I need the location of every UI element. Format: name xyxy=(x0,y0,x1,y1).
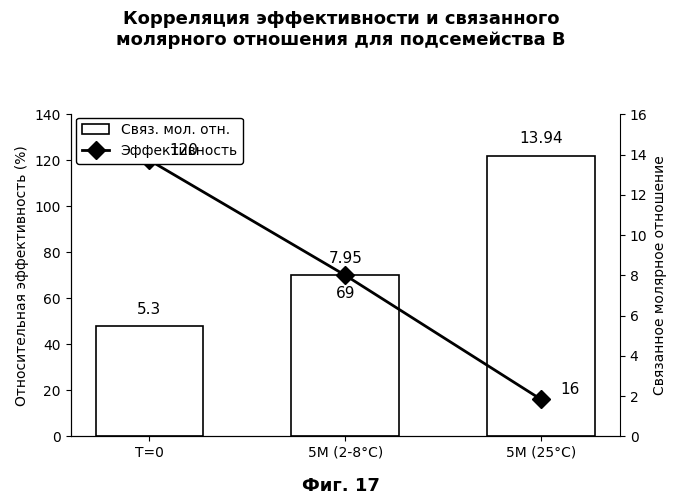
Bar xyxy=(488,156,595,436)
Legend: Связ. мол. отн., Эффективность: Связ. мол. отн., Эффективность xyxy=(76,118,243,164)
Text: Фиг. 17: Фиг. 17 xyxy=(302,477,380,495)
Text: 69: 69 xyxy=(336,286,355,300)
Text: 16: 16 xyxy=(561,382,580,397)
Y-axis label: Относительная эффективность (%): Относительная эффективность (%) xyxy=(15,145,29,406)
Bar xyxy=(291,276,399,436)
Text: 7.95: 7.95 xyxy=(328,251,362,266)
Text: Корреляция эффективности и связанного
молярного отношения для подсемейства В: Корреляция эффективности и связанного мо… xyxy=(116,10,566,49)
Y-axis label: Связанное молярное отношение: Связанное молярное отношение xyxy=(653,156,667,395)
Text: 120: 120 xyxy=(169,143,198,158)
Bar xyxy=(95,326,203,436)
Text: 5.3: 5.3 xyxy=(137,302,162,316)
Text: 13.94: 13.94 xyxy=(519,132,563,146)
